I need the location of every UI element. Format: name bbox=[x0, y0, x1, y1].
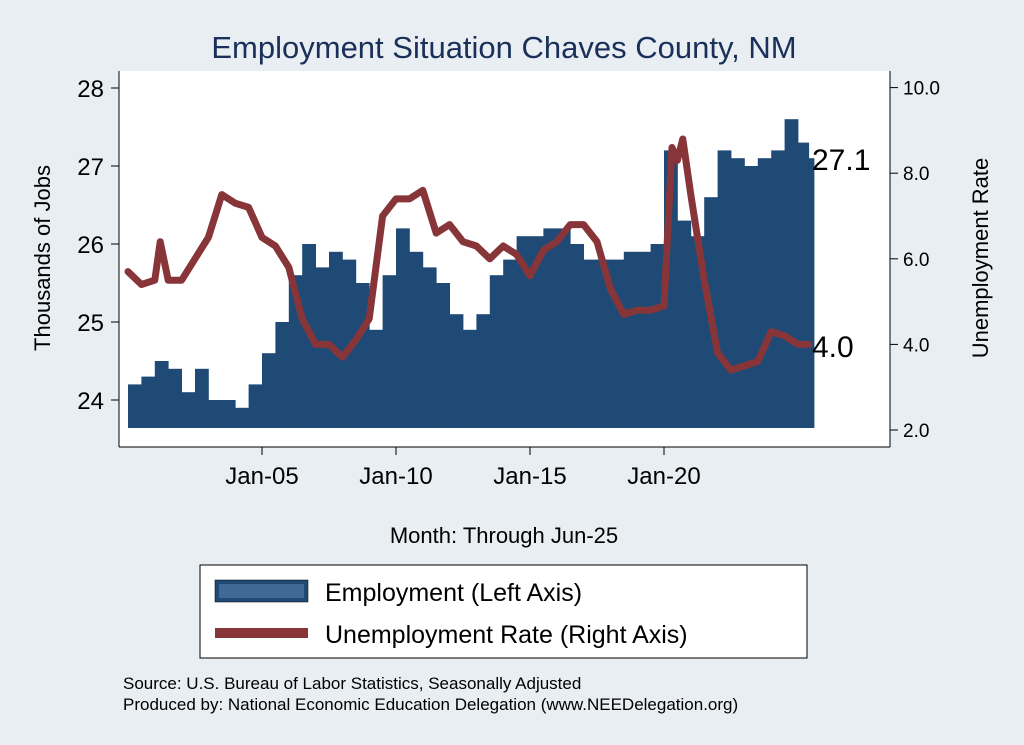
left-tick-label: 25 bbox=[77, 310, 104, 337]
employment-bar bbox=[489, 275, 504, 428]
employment-bar bbox=[717, 150, 732, 428]
employment-bar bbox=[798, 142, 810, 428]
legend-label-unemployment: Unemployment Rate (Right Axis) bbox=[325, 621, 688, 649]
employment-bar bbox=[154, 361, 169, 428]
employment-bar bbox=[195, 368, 209, 428]
right-tick-label: 2.0 bbox=[903, 421, 929, 442]
employment-bar bbox=[677, 220, 692, 428]
right-axis-ticks: 2.0 4.0 6.0 8.0 10.0 bbox=[890, 79, 940, 442]
employment-bar bbox=[422, 267, 437, 428]
employment-bar bbox=[329, 251, 343, 428]
employment-bar bbox=[369, 329, 383, 428]
right-axis-label: Unemployment Rate bbox=[968, 158, 993, 359]
employment-bar bbox=[275, 322, 290, 428]
x-tick-label: Jan-20 bbox=[627, 463, 700, 490]
employment-bar bbox=[530, 236, 544, 428]
employment-bar bbox=[262, 353, 276, 428]
unemployment-line bbox=[124, 135, 813, 374]
x-tick-label: Jan-15 bbox=[493, 463, 566, 490]
unemployment-rate-line bbox=[124, 135, 813, 374]
right-tick-label: 8.0 bbox=[903, 164, 929, 185]
employment-bar bbox=[583, 259, 598, 428]
employment-bar bbox=[128, 384, 142, 428]
employment-bar bbox=[556, 228, 571, 428]
employment-bar bbox=[463, 329, 477, 428]
employment-bar bbox=[731, 158, 745, 428]
legend: Employment (Left Axis) Unemployment Rate… bbox=[199, 564, 808, 659]
employment-bar bbox=[503, 259, 517, 428]
x-tick-label: Jan-05 bbox=[225, 463, 298, 490]
left-tick-label: 24 bbox=[77, 388, 104, 415]
unemployment-end-label: 4.0 bbox=[812, 331, 854, 364]
x-axis-label: Month: Through Jun-25 bbox=[390, 523, 618, 548]
employment-bar bbox=[516, 236, 531, 428]
employment-bar bbox=[248, 384, 263, 428]
right-tick-label: 6.0 bbox=[903, 250, 929, 271]
employment-bar bbox=[757, 158, 772, 428]
employment-bar bbox=[597, 259, 611, 428]
employment-bar bbox=[690, 236, 705, 428]
employment-bar bbox=[409, 251, 424, 428]
legend-label-employment: Employment (Left Axis) bbox=[325, 579, 582, 607]
employment-bar bbox=[235, 407, 249, 428]
employment-bar bbox=[637, 251, 651, 428]
left-axis-label: Thousands of Jobs bbox=[30, 165, 55, 351]
left-tick-label: 27 bbox=[77, 154, 104, 181]
employment-bar bbox=[623, 251, 638, 428]
source-note: Source: U.S. Bureau of Labor Statistics,… bbox=[123, 674, 581, 693]
employment-bar bbox=[141, 376, 156, 428]
x-tick-label: Jan-10 bbox=[359, 463, 432, 490]
employment-bar bbox=[208, 400, 223, 428]
employment-bar bbox=[650, 244, 665, 428]
employment-bar bbox=[181, 392, 196, 428]
employment-end-label: 27.1 bbox=[812, 144, 870, 177]
employment-bar bbox=[221, 400, 236, 428]
employment-bar bbox=[396, 228, 410, 428]
left-tick-label: 28 bbox=[77, 76, 104, 103]
employment-bar bbox=[784, 119, 799, 428]
employment-bar bbox=[168, 368, 182, 428]
employment-bar bbox=[436, 283, 450, 428]
employment-bar bbox=[744, 166, 759, 428]
x-axis-ticks: Jan-05 Jan-10 Jan-15 Jan-20 bbox=[225, 447, 701, 490]
employment-bar bbox=[570, 244, 584, 428]
left-axis-ticks: 24 25 26 27 28 bbox=[77, 76, 119, 415]
right-tick-label: 10.0 bbox=[903, 79, 940, 100]
right-tick-label: 4.0 bbox=[903, 335, 929, 356]
employment-bar bbox=[476, 314, 491, 428]
employment-bar bbox=[382, 275, 397, 428]
chart-title: Employment Situation Chaves County, NM bbox=[211, 30, 796, 65]
legend-swatch-employment-inner bbox=[219, 584, 304, 598]
employment-bar bbox=[771, 150, 785, 428]
producer-note: Produced by: National Economic Education… bbox=[123, 695, 738, 714]
employment-bar bbox=[808, 158, 815, 428]
left-tick-label: 26 bbox=[77, 232, 104, 259]
employment-bar bbox=[449, 314, 464, 428]
employment-bar bbox=[543, 228, 558, 428]
